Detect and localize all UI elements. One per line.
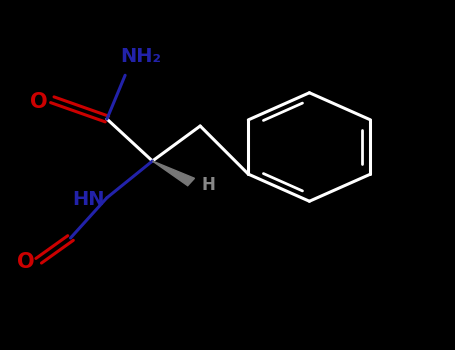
- Text: NH₂: NH₂: [121, 48, 162, 66]
- Text: HN: HN: [72, 190, 105, 209]
- Text: H: H: [201, 176, 215, 195]
- Text: O: O: [16, 252, 34, 273]
- Text: O: O: [30, 91, 48, 112]
- Polygon shape: [152, 161, 194, 186]
